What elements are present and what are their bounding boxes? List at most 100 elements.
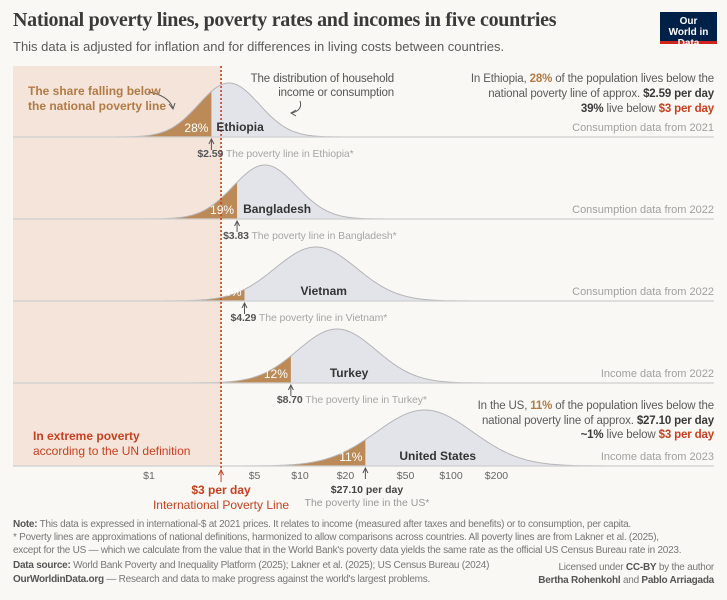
page-subtitle: This data is adjusted for inflation and … (13, 39, 505, 54)
share-label-line1: The share falling below (28, 84, 161, 98)
us-poverty-line-value: $27.10 per day (330, 484, 404, 496)
country-name: Turkey (329, 366, 369, 380)
country-name: United States (399, 449, 477, 463)
distribution-area-turkey (290, 329, 714, 383)
poverty-line-value: $8.70 (276, 394, 303, 406)
data-note: Consumption data from 2022 (572, 204, 714, 216)
author: Pablo Arriagada (641, 575, 714, 586)
poverty-line-value: $4.29 (230, 312, 257, 324)
arrow-head-icon (218, 468, 224, 476)
arrow-head-icon (287, 383, 294, 391)
owid-logo[interactable]: Our World in Data (660, 12, 717, 49)
distribution-area-ethiopia (211, 83, 714, 137)
poverty-line-label: $2.59 The poverty line in Ethiopia* (197, 148, 353, 160)
ethiopia-extreme-share: 39% (580, 103, 604, 115)
text: In the US, (477, 400, 531, 412)
authors: Bertha Rohenkohl and Pablo Arriagada (538, 575, 714, 586)
below-poverty-area-united-states (13, 439, 366, 466)
poverty-line-label: $4.29 The poverty line in Vietnam* (231, 312, 388, 324)
text: and (620, 575, 642, 586)
ipl-value: $3 per day (658, 103, 715, 115)
site-line: OurWorldinData.org — Research and data t… (13, 574, 430, 585)
note: Note: This data is expressed in internat… (13, 519, 631, 530)
data-note: Income data from 2023 (600, 451, 714, 463)
x-tick-label: $100 (439, 470, 463, 482)
arrow-head-icon (208, 137, 215, 145)
text: live below (603, 429, 659, 441)
arrow-head-icon (241, 301, 248, 309)
arrow-head-icon (234, 219, 241, 227)
us-annotation-line3: ~1% live below $3 per day (580, 429, 715, 441)
distribution-area-bangladesh (237, 165, 714, 219)
poverty-line-value: $3.83 (223, 230, 249, 242)
country-name: Ethiopia (216, 120, 264, 134)
distribution-area-vietnam (244, 247, 715, 301)
footnote-line1: * Poverty lines are approximations of na… (13, 532, 659, 543)
x-tick-label: $200 (484, 470, 509, 482)
author: Bertha Rohenkohl (538, 575, 621, 586)
poverty-line-text: The poverty line in Vietnam* (256, 312, 388, 324)
text: by the author (656, 562, 714, 573)
page-title: National poverty lines, poverty rates an… (13, 9, 557, 31)
us-line-value: $27.10 per day (636, 415, 714, 427)
distribution-area-united-states (365, 410, 714, 466)
curved-arrow-icon (147, 91, 174, 109)
note-text: This data is expressed in international-… (37, 519, 632, 530)
ethiopia-annotation-line3: 39% live below $3 per day (581, 103, 714, 115)
x-tick-label: $5 (248, 470, 261, 482)
site-link[interactable]: OurWorldinData.org (13, 574, 104, 585)
text: live below (603, 103, 659, 115)
text: of the population lives below the (552, 400, 714, 412)
poverty-line-text: The poverty line in Turkey* (302, 394, 427, 406)
share-label: 4% (224, 285, 242, 299)
arrow-head-icon (362, 466, 369, 474)
note-label: Note: (13, 519, 38, 530)
text: national poverty line of approx. (481, 415, 637, 427)
below-poverty-area-bangladesh (13, 182, 238, 219)
x-tick-label: $1 (143, 470, 155, 482)
us-share: 11% (530, 400, 553, 412)
country-name: Bangladesh (243, 202, 312, 216)
data-note: Income data from 2022 (600, 368, 714, 380)
us-extreme-share: ~1% (580, 429, 604, 441)
x-tick-label: $50 (396, 470, 415, 482)
ipl-value: $3 per day (658, 429, 715, 441)
text: Licensed under (558, 562, 626, 573)
text: national poverty line of approx. (488, 88, 644, 100)
source-text: World Bank Poverty and Inequality Platfo… (70, 560, 490, 571)
arrow-head-icon (168, 102, 176, 111)
data-source: Data source: World Bank Poverty and Ineq… (13, 560, 489, 571)
ethiopia-share: 28% (529, 73, 553, 85)
extreme-poverty-sublabel: according to the UN definition (33, 444, 191, 458)
x-tick-label: $10 (291, 470, 309, 482)
ethiopia-line-value: $2.59 per day (643, 88, 714, 100)
below-poverty-area-turkey (13, 355, 291, 383)
arrow-head-icon (290, 109, 297, 117)
tagline: — Research and data to make progress aga… (103, 574, 430, 585)
license-link[interactable]: CC-BY (625, 562, 657, 573)
data-note: Consumption data from 2022 (572, 286, 714, 298)
logo-text: Our World in Data (668, 16, 709, 49)
us-poverty-line-text: The poverty line in the US* (304, 497, 430, 509)
poverty-line-label: $3.83 The poverty line in Bangladesh* (223, 230, 397, 242)
ethiopia-annotation-line1: In Ethiopia, 28% of the population lives… (471, 73, 714, 85)
ipl-label: International Poverty Line (152, 498, 290, 512)
extreme-poverty-label: In extreme poverty (33, 429, 140, 443)
share-label: 28% (184, 121, 209, 135)
country-name: Vietnam (300, 284, 347, 298)
poverty-line-label: $8.70 The poverty line in Turkey* (277, 394, 427, 406)
distribution-label-line2: income or consumption (278, 87, 394, 99)
text: of the population lives below the (552, 73, 714, 85)
curved-arrow-icon (291, 100, 302, 114)
share-label: 12% (263, 367, 288, 381)
text: In Ethiopia, (470, 73, 530, 85)
footnote-line2: except for the US — which we calculate f… (13, 545, 682, 556)
poverty-line-text: The poverty line in Ethiopia* (223, 148, 354, 160)
distribution-label-line1: The distribution of household (250, 73, 394, 85)
data-note: Consumption data from 2021 (572, 122, 714, 134)
ipl-value-label: $3 per day (191, 483, 251, 497)
poverty-line-text: The poverty line in Bangladesh* (248, 230, 397, 242)
source-label: Data source: (13, 560, 71, 571)
share-label: 11% (339, 450, 363, 464)
